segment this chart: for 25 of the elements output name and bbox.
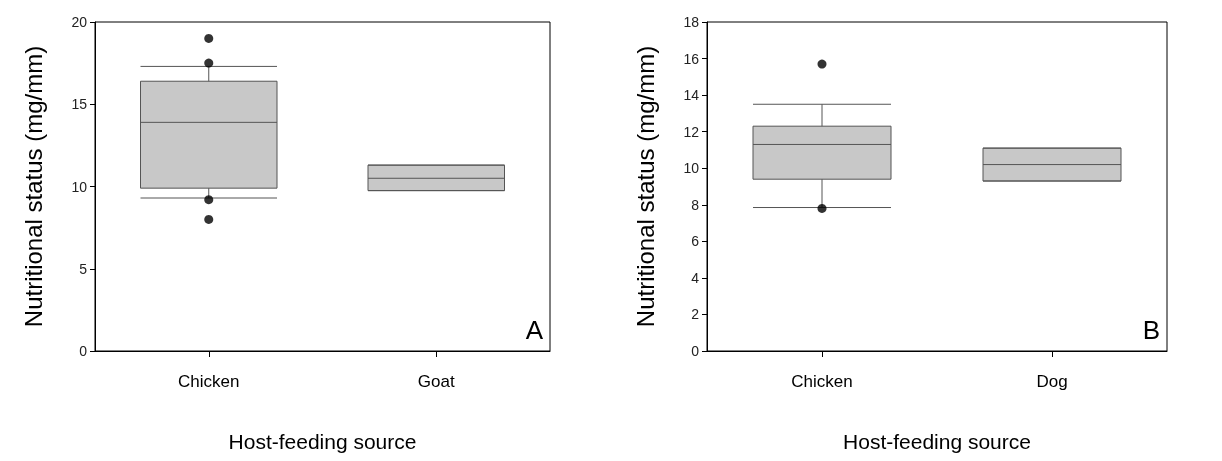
- y-tick-label: 18: [683, 14, 700, 30]
- annotation: A: [525, 315, 544, 345]
- y-tick-label: 16: [683, 50, 700, 67]
- y-tick-label: 15: [71, 96, 88, 113]
- y-tick-label: 4: [691, 269, 700, 286]
- y-tick-label: 10: [71, 178, 88, 195]
- x-tick-label: Goat: [417, 372, 455, 391]
- x-tick-label: Chicken: [178, 372, 240, 391]
- y-axis-title: Nutritional status (mg/mm): [19, 45, 47, 328]
- x-tick-label: Dog: [1036, 372, 1068, 391]
- y-axis-title: Nutritional status (mg/mm): [631, 45, 659, 328]
- y-tick-label: 10: [683, 160, 700, 177]
- y-tick-label: 0: [691, 343, 700, 359]
- y-tick-label: 0: [79, 343, 88, 359]
- y-tick-label: 14: [683, 87, 700, 104]
- y-tick-label: 2: [691, 306, 700, 323]
- x-tick-label: Chicken: [791, 372, 853, 391]
- x-axis-title: Host-feeding source: [228, 430, 417, 453]
- y-tick-label: 6: [691, 233, 700, 250]
- y-tick-label: 5: [79, 260, 88, 277]
- y-tick-label: 8: [691, 196, 700, 213]
- annotation: B: [1142, 315, 1160, 345]
- y-tick-label: 20: [71, 14, 88, 30]
- y-tick-label: 12: [683, 123, 700, 140]
- x-axis-title: Host-feeding source: [843, 430, 1031, 453]
